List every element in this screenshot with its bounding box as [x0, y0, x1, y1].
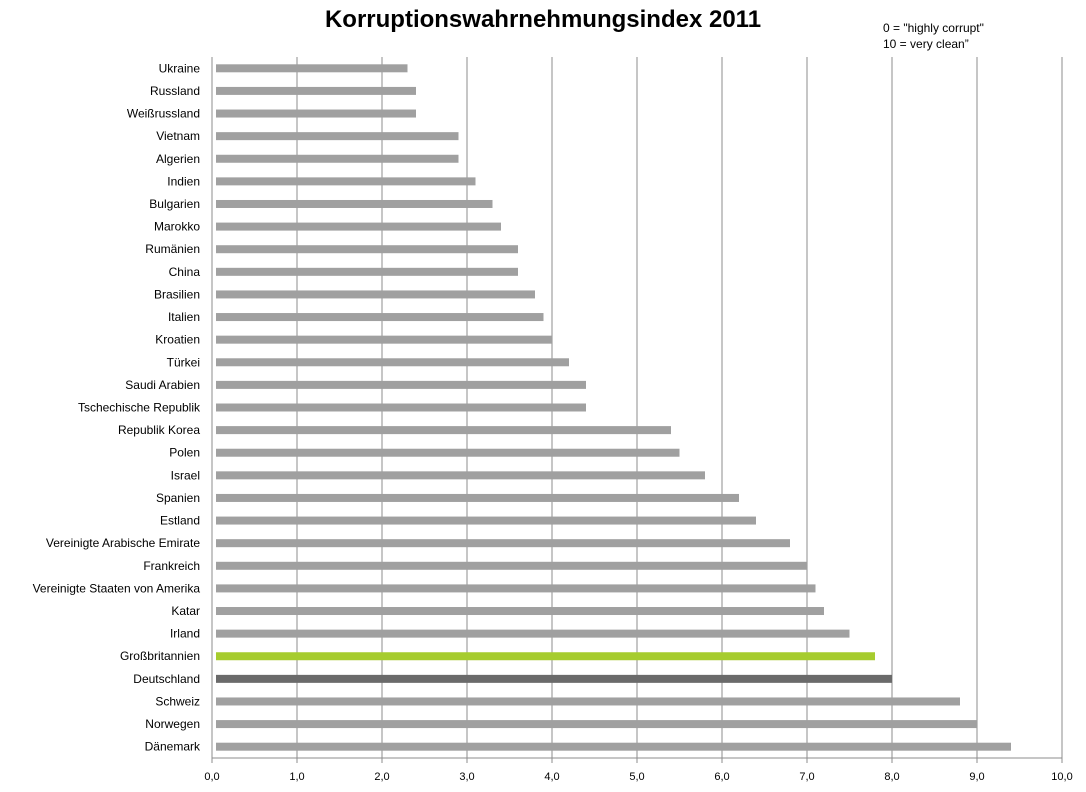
category-label: Polen: [169, 446, 200, 460]
bar: [216, 358, 569, 367]
bar: [216, 86, 416, 95]
x-tick-label: 0,0: [204, 771, 219, 783]
scale-annotation: 0 = "highly corrupt" 10 = very clean”: [883, 20, 984, 52]
gridlines: [211, 57, 1063, 759]
bar: [216, 448, 680, 457]
category-label: Rumänien: [145, 242, 200, 256]
bar: [216, 380, 586, 389]
bar: [216, 471, 705, 480]
bar: [216, 132, 459, 141]
category-label: Vereinigte Staaten von Amerika: [33, 581, 201, 595]
x-tick-label: 7,0: [799, 771, 814, 783]
bar: [216, 177, 476, 186]
bar: [216, 154, 459, 163]
category-label: Ukraine: [159, 61, 201, 75]
annotation-line-high: 10 = very clean”: [883, 37, 969, 51]
category-label: Republik Korea: [118, 423, 200, 437]
category-label: Estland: [160, 514, 200, 528]
category-label: Italien: [168, 310, 200, 324]
chart-title: Korruptionswahrnehmungsindex 2011: [324, 6, 762, 33]
bar: [216, 335, 552, 344]
category-label: Brasilien: [154, 287, 200, 301]
bar: [216, 607, 824, 616]
category-label: Großbritannien: [120, 649, 200, 663]
category-label: Schweiz: [155, 694, 200, 708]
category-label: Katar: [171, 604, 200, 618]
category-label: Norwegen: [145, 717, 200, 731]
category-label: Spanien: [156, 491, 200, 505]
category-label: Saudi Arabien: [125, 378, 200, 392]
bar: [216, 742, 1011, 751]
category-labels: Ukraine Russland Weißrussland Vietnam Algeri…: [33, 61, 201, 753]
category-label: Israel: [171, 468, 200, 482]
bar: [216, 245, 518, 254]
bar: [216, 199, 493, 208]
bar: [216, 516, 756, 525]
bars: [216, 64, 1011, 751]
category-label: Marokko: [154, 220, 200, 234]
x-tick-label: 6,0: [714, 771, 729, 783]
category-label: Algerien: [156, 152, 200, 166]
category-label: Dänemark: [145, 740, 201, 754]
category-label: Kroatien: [155, 333, 200, 347]
x-tick-label: 5,0: [629, 771, 644, 783]
category-label: Irland: [170, 627, 200, 641]
annotation-line-low: 0 = "highly corrupt": [883, 21, 984, 35]
bar: [216, 652, 875, 661]
category-label: Russland: [150, 84, 200, 98]
category-label: Bulgarien: [149, 197, 200, 211]
x-tick-label: 4,0: [544, 771, 559, 783]
category-label: Tschechische Republik: [78, 401, 201, 415]
category-label: Indien: [167, 174, 200, 188]
bar: [216, 267, 518, 276]
x-tick-label: 8,0: [884, 771, 899, 783]
category-label: Vietnam: [156, 129, 200, 143]
x-axis-ticks: 0,0 1,0 2,0 3,0 4,0 5,0 6,0 7,0 8,0 9,0 10,0: [204, 758, 1073, 783]
bar: [216, 539, 790, 548]
bar: [216, 561, 807, 570]
bar: [216, 629, 850, 638]
x-tick-label: 2,0: [374, 771, 389, 783]
bar: [216, 222, 501, 231]
x-tick-label: 3,0: [459, 771, 474, 783]
category-label: Türkei: [167, 355, 200, 369]
x-tick-label: 1,0: [289, 771, 304, 783]
category-label: Frankreich: [143, 559, 200, 573]
bar: [216, 403, 586, 412]
bar: [216, 426, 671, 435]
bar: [216, 313, 544, 322]
category-label: Deutschland: [133, 672, 200, 686]
category-label: Vereinigte Arabische Emirate: [46, 536, 200, 550]
bar: [216, 697, 960, 706]
x-tick-label: 9,0: [969, 771, 984, 783]
x-tick-label: 10,0: [1051, 771, 1072, 783]
bar: [216, 674, 892, 683]
bar: [216, 493, 739, 502]
category-label: Weißrussland: [127, 107, 200, 121]
category-label: China: [169, 265, 201, 279]
bar: [216, 64, 408, 73]
bar: [216, 290, 535, 299]
bar: [216, 109, 416, 118]
bar: [216, 720, 977, 729]
bar: [216, 584, 816, 593]
